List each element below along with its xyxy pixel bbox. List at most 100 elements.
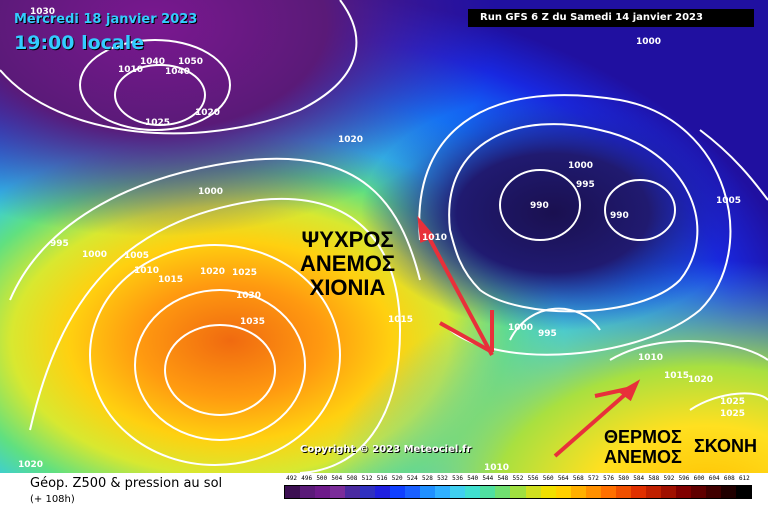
cold-line-1: ΨΥΧΡΟΣ — [301, 227, 394, 252]
scale-tick: 592 — [663, 475, 675, 482]
scale-swatch — [330, 486, 346, 498]
pressure-label: 995 — [576, 180, 595, 190]
scale-tick: 572 — [588, 475, 599, 482]
cold-line-3: ΧΙΟΝΙΑ — [309, 275, 386, 300]
scale-swatch — [690, 486, 706, 498]
weather-map: 1030 1040 1050 1040 1010 1025 1020 1020 … — [0, 0, 768, 473]
scale-tick: 576 — [603, 475, 614, 482]
forecast-date: Mercredi 18 janvier 2023 — [14, 12, 198, 27]
arrowhead-nw — [417, 215, 436, 243]
scale-tick: 600 — [693, 475, 705, 482]
scale-tick: 508 — [346, 475, 358, 482]
scale-tick: 512 — [361, 475, 373, 482]
copyright: Copyright © 2023 Meteociel.fr — [300, 444, 472, 455]
isobars — [0, 0, 768, 473]
scale-swatch — [345, 486, 361, 498]
model-run: Run GFS 6 Z du Samedi 14 janvier 2023 — [468, 9, 754, 27]
pressure-label: 1050 — [178, 57, 203, 67]
scale-tick: 556 — [527, 475, 539, 482]
pressure-label: 1000 — [568, 161, 593, 171]
scale-swatch — [615, 486, 631, 498]
scale-swatch — [300, 486, 316, 498]
pressure-label: 1025 — [145, 118, 170, 128]
pressure-label: 1010 — [422, 233, 447, 243]
scale-swatch — [435, 486, 451, 498]
pressure-label: 1025 — [232, 268, 257, 278]
scale-swatch — [465, 486, 481, 498]
scale-swatch — [510, 486, 526, 498]
pressure-labels: 1030 1040 1050 1040 1010 1025 1020 1020 … — [18, 7, 745, 473]
pressure-label: 1020 — [338, 135, 363, 145]
scale-tick: 548 — [497, 475, 509, 482]
scale-tick: 528 — [421, 475, 433, 482]
scale-swatch — [360, 486, 376, 498]
scale-tick: 568 — [572, 475, 584, 482]
scale-swatch — [705, 486, 721, 498]
scale-tick: 524 — [406, 475, 418, 482]
pressure-label: 1000 — [198, 187, 223, 197]
warm-line-2: ΑΝΕΜΟΣ — [604, 447, 682, 467]
pressure-label: 995 — [538, 329, 557, 339]
pressure-label: 1015 — [158, 275, 183, 285]
dust-annotation: ΣΚΟΝΗ — [694, 436, 757, 456]
scale-tick: 580 — [618, 475, 630, 482]
pressure-label: 1020 — [200, 267, 225, 277]
scale-swatch — [600, 486, 616, 498]
legend-title: Géop. Z500 & pression au sol — [30, 476, 223, 491]
pressure-label: 1035 — [240, 317, 265, 327]
scale-tick: 552 — [512, 475, 524, 482]
pressure-label: 1020 — [688, 375, 713, 385]
scale-tick: 596 — [678, 475, 690, 482]
scale-swatch — [630, 486, 646, 498]
scale-swatch — [660, 486, 676, 498]
pressure-label: 1030 — [236, 291, 261, 301]
scale-tick: 612 — [738, 475, 750, 482]
scale-swatch — [495, 486, 511, 498]
pressure-label: 1000 — [636, 37, 661, 47]
scale-swatch — [720, 486, 736, 498]
pressure-label: 1025 — [720, 397, 745, 407]
scale-swatch — [540, 486, 556, 498]
scale-tick: 500 — [316, 475, 328, 482]
scale-swatch — [480, 486, 496, 498]
scale-swatch — [315, 486, 331, 498]
pressure-label: 1000 — [508, 323, 533, 333]
scale-swatch — [570, 486, 586, 498]
pressure-label: 1005 — [716, 196, 741, 206]
pressure-label: 1010 — [484, 463, 509, 473]
scale-swatch — [585, 486, 601, 498]
scale-tick: 492 — [286, 475, 297, 482]
scale-bar — [284, 485, 752, 499]
scale-swatch — [405, 486, 421, 498]
scale-swatch — [390, 486, 406, 498]
geopotential-field: 1030 1040 1050 1040 1010 1025 1020 1020 … — [0, 0, 768, 473]
scale-tick: 608 — [723, 475, 735, 482]
scale-swatch — [285, 486, 301, 498]
cold-line-2: ΑΝΕΜΟΣ — [300, 251, 396, 276]
legend-subtitle: (+ 108h) — [30, 494, 75, 505]
scale-tick: 604 — [708, 475, 720, 482]
scale-swatch — [735, 486, 751, 498]
scale-tick: 588 — [648, 475, 660, 482]
pressure-label: 1020 — [18, 460, 43, 470]
color-scale: 492 496 500 504 508 512 516 520 524 528 532 536 540 5… — [284, 475, 752, 505]
pressure-label: 1000 — [82, 250, 107, 260]
legend-footer: Géop. Z500 & pression au sol (+ 108h) 49… — [0, 473, 768, 512]
pressure-label: 1010 — [638, 353, 663, 363]
scale-tick: 584 — [633, 475, 645, 482]
scale-swatch — [450, 486, 466, 498]
scale-tick: 532 — [437, 475, 448, 482]
scale-tick: 564 — [557, 475, 569, 482]
scale-tick: 496 — [301, 475, 313, 482]
warm-line-1: ΘΕΡΜΟΣ — [604, 427, 682, 447]
scale-tick: 540 — [467, 475, 479, 482]
cold-wind-annotation: ΨΥΧΡΟΣ ΑΝΕΜΟΣ ΧΙΟΝΙΑ — [300, 228, 395, 300]
pressure-label: 1020 — [195, 108, 220, 118]
pressure-label: 990 — [530, 201, 549, 211]
scale-tick: 520 — [391, 475, 403, 482]
warm-wind-annotation: ΘΕΡΜΟΣ ΑΝΕΜΟΣ — [604, 427, 682, 467]
pressure-label: 1040 — [165, 67, 190, 77]
scale-swatch — [525, 486, 541, 498]
scale-swatch — [645, 486, 661, 498]
pressure-label: 1030 — [30, 7, 55, 17]
